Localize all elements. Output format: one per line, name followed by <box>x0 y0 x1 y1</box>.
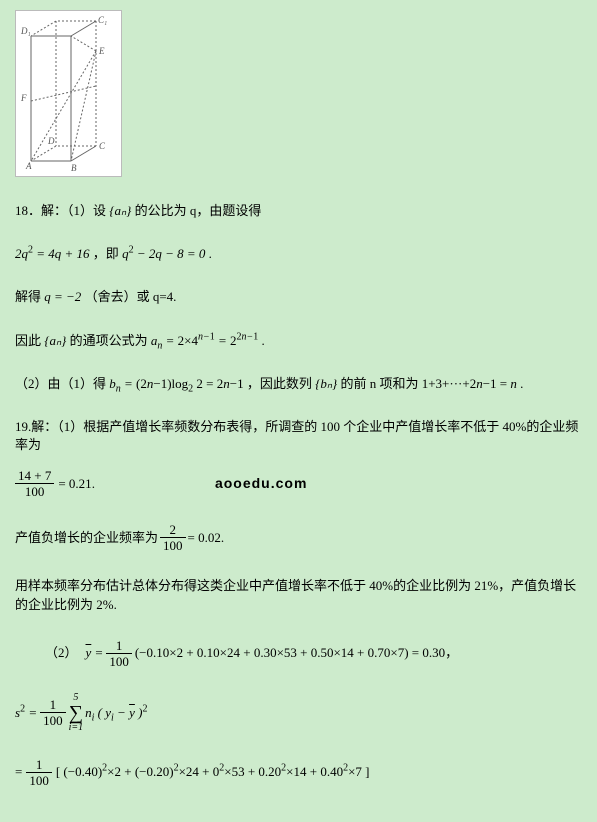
seq-bn: {bₙ} <box>315 376 337 391</box>
q19-frac1-row: 14 + 7 100 = 0.21 . aooedu.com <box>15 469 582 498</box>
period: . <box>262 333 265 348</box>
text: ，因此数列 <box>247 376 312 391</box>
text: （2）由（1）得 <box>15 376 106 391</box>
seq-an: {aₙ} <box>44 333 66 348</box>
eq-body: ni ( yi − y )2 <box>85 704 147 722</box>
q19-line5: （2） y = 1 100 (−0.10×2 + 0.10×24 + 0.30×… <box>45 639 582 668</box>
denominator: 100 <box>26 773 52 787</box>
period: . <box>520 376 523 391</box>
fraction: 14 + 7 100 <box>15 469 54 498</box>
eq-bn: bn = (2n−1)log2 2 = 2n−1 <box>109 376 243 391</box>
svg-text:A: A <box>25 161 32 171</box>
text: （舍去）或 q=4. <box>85 289 177 304</box>
text: ，即 <box>93 246 119 261</box>
period: . <box>92 475 95 493</box>
text: 18．解：（1）设 <box>15 203 106 218</box>
numerator: 14 + 7 <box>15 469 54 484</box>
svg-text:D₁: D₁ <box>20 26 31 36</box>
q18-line5: （2）由（1）得 bn = (2n−1)log2 2 = 2n−1 ，因此数列 … <box>15 375 582 393</box>
equals: = <box>15 763 22 781</box>
eq: q = −2 <box>44 289 81 304</box>
q19-line7: = 1 100 [ (−0.40)2×2 + (−0.20)2×24 + 02×… <box>15 758 582 787</box>
text: 因此 <box>15 333 41 348</box>
q18-eq1: 2q2 = 4q + 16 ，即 q2 − 2q − 8 = 0 . <box>15 245 582 263</box>
text: 的公比为 q，由题设得 <box>135 203 262 218</box>
q18-line3: 解得 q = −2 （舍去）或 q=4. <box>15 288 582 306</box>
svg-text:D: D <box>47 136 55 146</box>
prism-svg: D₁ C₁ E F C D A B <box>16 11 121 176</box>
q19-line3: 产值负增长的企业频率为 2 100 = 0.02 . <box>15 523 582 552</box>
svg-text:C: C <box>99 141 106 151</box>
period: . <box>221 529 224 547</box>
comma: ， <box>445 644 458 662</box>
fraction: 1 100 <box>26 758 52 787</box>
fraction: 2 100 <box>160 523 186 552</box>
seq-an: {aₙ} <box>109 203 131 218</box>
text: 解得 <box>15 289 41 304</box>
q18-line4: 因此 {aₙ} 的通项公式为 an = 2×4n−1 = 22n−1 . <box>15 332 582 350</box>
s-squared: s2 = <box>15 704 37 722</box>
denominator: 100 <box>40 713 66 727</box>
eq: an = 2×4n−1 = 22n−1 <box>151 333 258 348</box>
watermark-text: aooedu.com <box>215 474 307 494</box>
q19-line6: s2 = 1 100 5 ∑ i=1 ni ( yi − y )2 <box>15 693 582 733</box>
geometry-diagram: D₁ C₁ E F C D A B <box>15 10 122 177</box>
ybar: y = <box>86 644 104 662</box>
svg-text:B: B <box>71 163 77 173</box>
numerator: 2 <box>160 523 186 538</box>
eq-result: = 0.21 <box>58 475 91 493</box>
text: 产值负增长的企业频率为 <box>15 529 158 547</box>
q19-line1: 19.解：（1）根据产值增长率频数分布表得，所调查的 100 个企业中产值增长率… <box>15 418 582 454</box>
svg-text:E: E <box>98 46 105 56</box>
eq-result: = 0.02 <box>188 529 221 547</box>
eq-left: 2q2 = 4q + 16 <box>15 246 90 261</box>
sigma: 5 ∑ i=1 <box>69 693 84 733</box>
period: . <box>209 246 212 261</box>
q19-line4: 用样本频率分布估计总体分布得这类企业中产值增长率不低于 40%的企业比例为 21… <box>15 577 582 613</box>
text: 的通项公式为 <box>70 333 148 348</box>
fraction: 1 100 <box>106 639 132 668</box>
numerator: 1 <box>40 698 66 713</box>
text: 的前 n 项和为 <box>340 376 418 391</box>
svg-text:C₁: C₁ <box>98 15 107 25</box>
denominator: 100 <box>160 538 186 552</box>
denominator: 100 <box>106 654 132 668</box>
svg-text:F: F <box>20 93 27 103</box>
eq-body: [ (−0.40)2×2 + (−0.20)2×24 + 02×53 + 0.2… <box>56 763 370 781</box>
text: （2） <box>45 644 78 662</box>
numerator: 1 <box>106 639 132 654</box>
denominator: 100 <box>15 484 54 498</box>
eq-sum: 1+3+···+2n−1 = n <box>422 376 517 391</box>
eq-body: (−0.10×2 + 0.10×24 + 0.30×53 + 0.50×14 +… <box>135 644 445 662</box>
fraction: 1 100 <box>40 698 66 727</box>
eq-right: q2 − 2q − 8 = 0 <box>122 246 205 261</box>
numerator: 1 <box>26 758 52 773</box>
q18-line1: 18．解：（1）设 {aₙ} 的公比为 q，由题设得 <box>15 202 582 220</box>
